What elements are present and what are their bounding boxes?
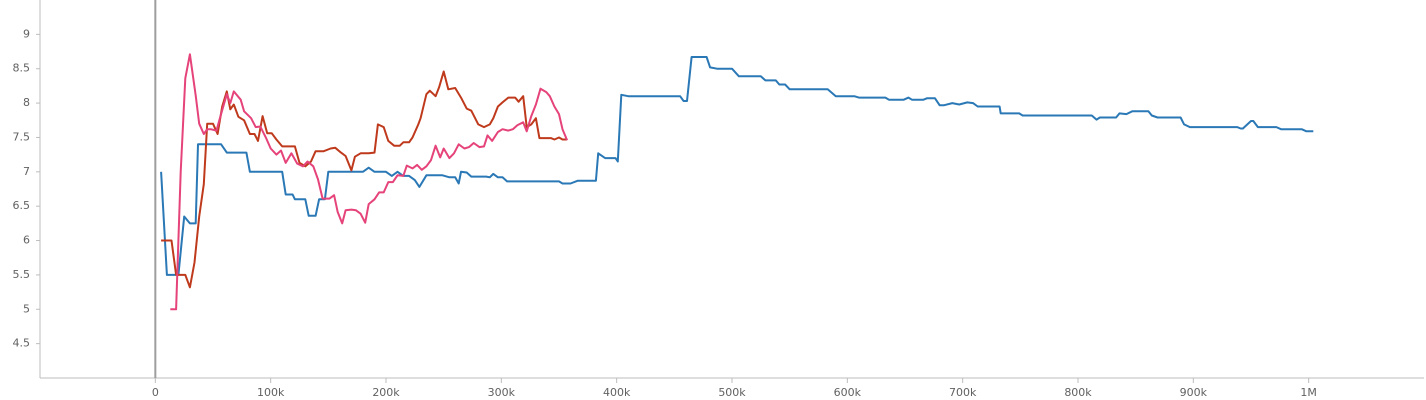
x-tick-label: 900k [1180, 386, 1208, 399]
x-tick-label: 400k [603, 386, 631, 399]
x-tick-label: 300k [488, 386, 516, 399]
series-line [170, 53, 569, 311]
x-tick-label: 600k [834, 386, 862, 399]
y-tick-label: 5.5 [13, 268, 31, 281]
series-line [161, 70, 568, 289]
y-tick-label: 7 [23, 165, 30, 178]
x-tick-label: 500k [718, 386, 746, 399]
y-tick-label: 6.5 [13, 199, 31, 212]
y-tick-label: 8.5 [13, 62, 31, 75]
y-tick-label: 5 [23, 302, 30, 315]
x-tick-label: 800k [1064, 386, 1092, 399]
y-tick-label: 6 [23, 234, 30, 247]
x-tick-label: 200k [372, 386, 400, 399]
series-line [160, 56, 1314, 276]
x-tick-label: 0 [152, 386, 159, 399]
y-tick-label: 9 [23, 27, 30, 40]
x-tick-label: 700k [949, 386, 977, 399]
y-tick-label: 8 [23, 96, 30, 109]
y-tick-label: 4.5 [13, 337, 31, 350]
x-tick-label: 1M [1300, 386, 1317, 399]
x-tick-label: 100k [257, 386, 285, 399]
y-tick-label: 7.5 [13, 130, 31, 143]
